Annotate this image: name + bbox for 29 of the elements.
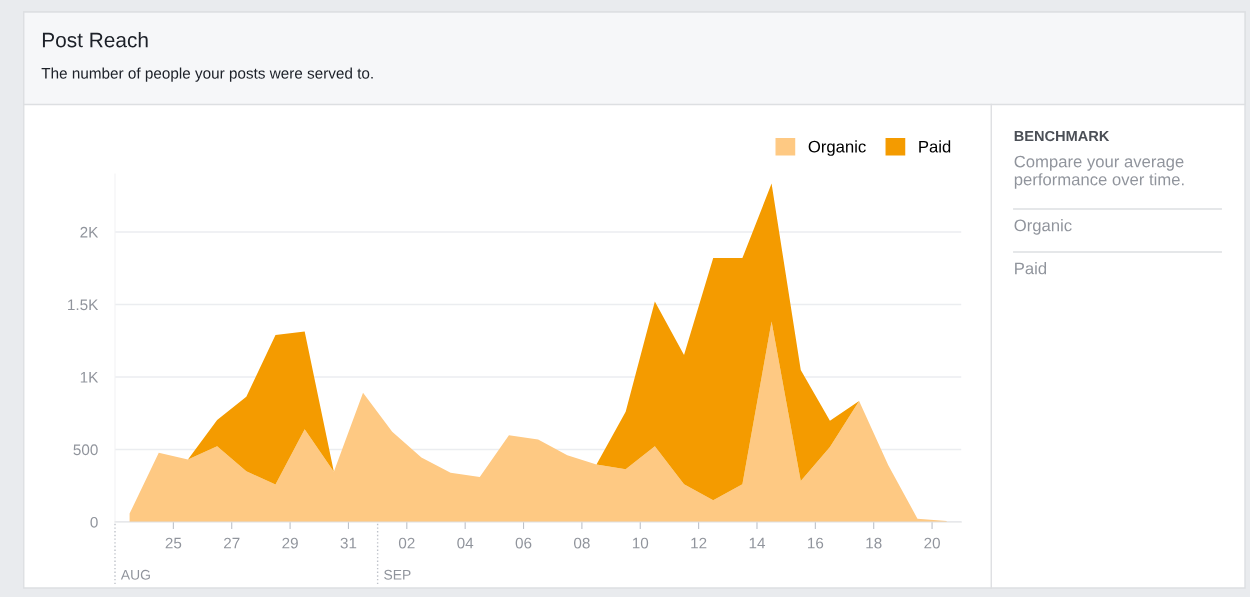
x-tick-label: 14: [749, 537, 766, 549]
x-tick-label: 16: [808, 537, 824, 549]
legend-label: Paid: [919, 140, 951, 153]
y-tick-label: 1K: [80, 372, 99, 383]
x-tick-label: 10: [632, 537, 649, 549]
x-tick-label: 27: [224, 537, 240, 549]
x-tick-label: 12: [691, 537, 707, 549]
text: BENCHMARK: [1014, 130, 1110, 142]
x-tick-label: 02: [398, 537, 415, 549]
x-tick-label: 08: [574, 537, 590, 549]
y-tick-label: 2K: [80, 226, 99, 238]
text: Compare your average performance over time.: [1014, 155, 1184, 189]
text: AUG: [120, 569, 150, 580]
text: Paid: [1015, 262, 1047, 275]
legend-label: Organic: [808, 140, 866, 156]
y-tick-label: 0: [90, 516, 98, 528]
x-tick-label: 25: [165, 537, 182, 549]
x-tick-label: 20: [924, 537, 940, 549]
y-tick-label: 1.5K: [68, 299, 99, 311]
y-tick-label: 500: [73, 444, 98, 456]
chart-title: Post Reach: [42, 32, 148, 48]
chart-subtitle: The number of people your posts were served to.: [41, 67, 373, 82]
x-tick-label: 31: [340, 537, 357, 549]
text: SEP: [384, 569, 411, 580]
x-tick-label: 06: [515, 537, 532, 549]
text: Organic: [1014, 219, 1072, 235]
x-tick-label: 18: [866, 537, 882, 549]
x-tick-label: 29: [282, 537, 298, 549]
x-tick-label: 04: [457, 537, 474, 549]
